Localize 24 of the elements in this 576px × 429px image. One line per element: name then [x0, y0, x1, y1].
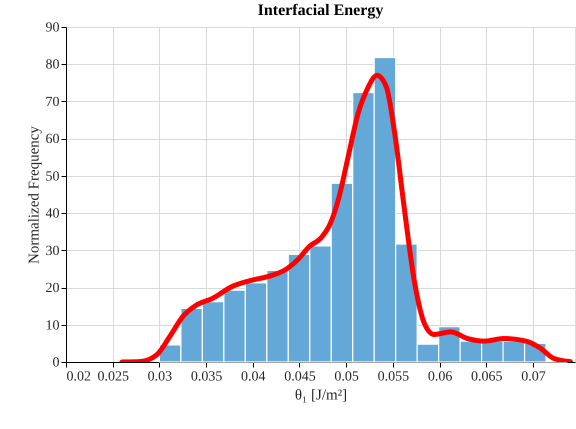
x-tick-label: 0.05 — [334, 370, 359, 384]
y-tick-label: 20 — [46, 281, 60, 296]
chart-title: Interfacial Energy — [258, 2, 384, 19]
y-tick-label: 0 — [52, 356, 60, 370]
y-tick-label: 80 — [46, 58, 60, 73]
y-tick-label: 10 — [46, 318, 60, 334]
y-tick-label: 50 — [46, 169, 60, 184]
y-tick-label: 40 — [46, 206, 60, 222]
x-tick-label: 0.065 — [471, 370, 503, 384]
x-tick-label: 0.03 — [148, 370, 172, 384]
y-tick-label: 60 — [46, 132, 60, 148]
x-tick-label: 0.02 — [66, 370, 91, 384]
y-tick-label: 90 — [46, 20, 60, 36]
y-axis-title: Normalized Frequency — [26, 126, 42, 264]
x-tick-label: 0.025 — [97, 370, 129, 384]
x-tick-label: 0.055 — [378, 370, 410, 384]
x-tick-label: 0.06 — [428, 370, 452, 384]
x-axis-title: θ₁ [J/m²] — [294, 388, 348, 404]
y-tick-label: 70 — [46, 94, 60, 110]
x-tick-label: 0.035 — [190, 370, 222, 384]
y-tick-label: 30 — [46, 244, 60, 259]
x-tick-label: 0.04 — [241, 370, 266, 384]
x-tick-label: 0.07 — [521, 370, 546, 384]
x-tick-label: 0.045 — [284, 370, 316, 384]
